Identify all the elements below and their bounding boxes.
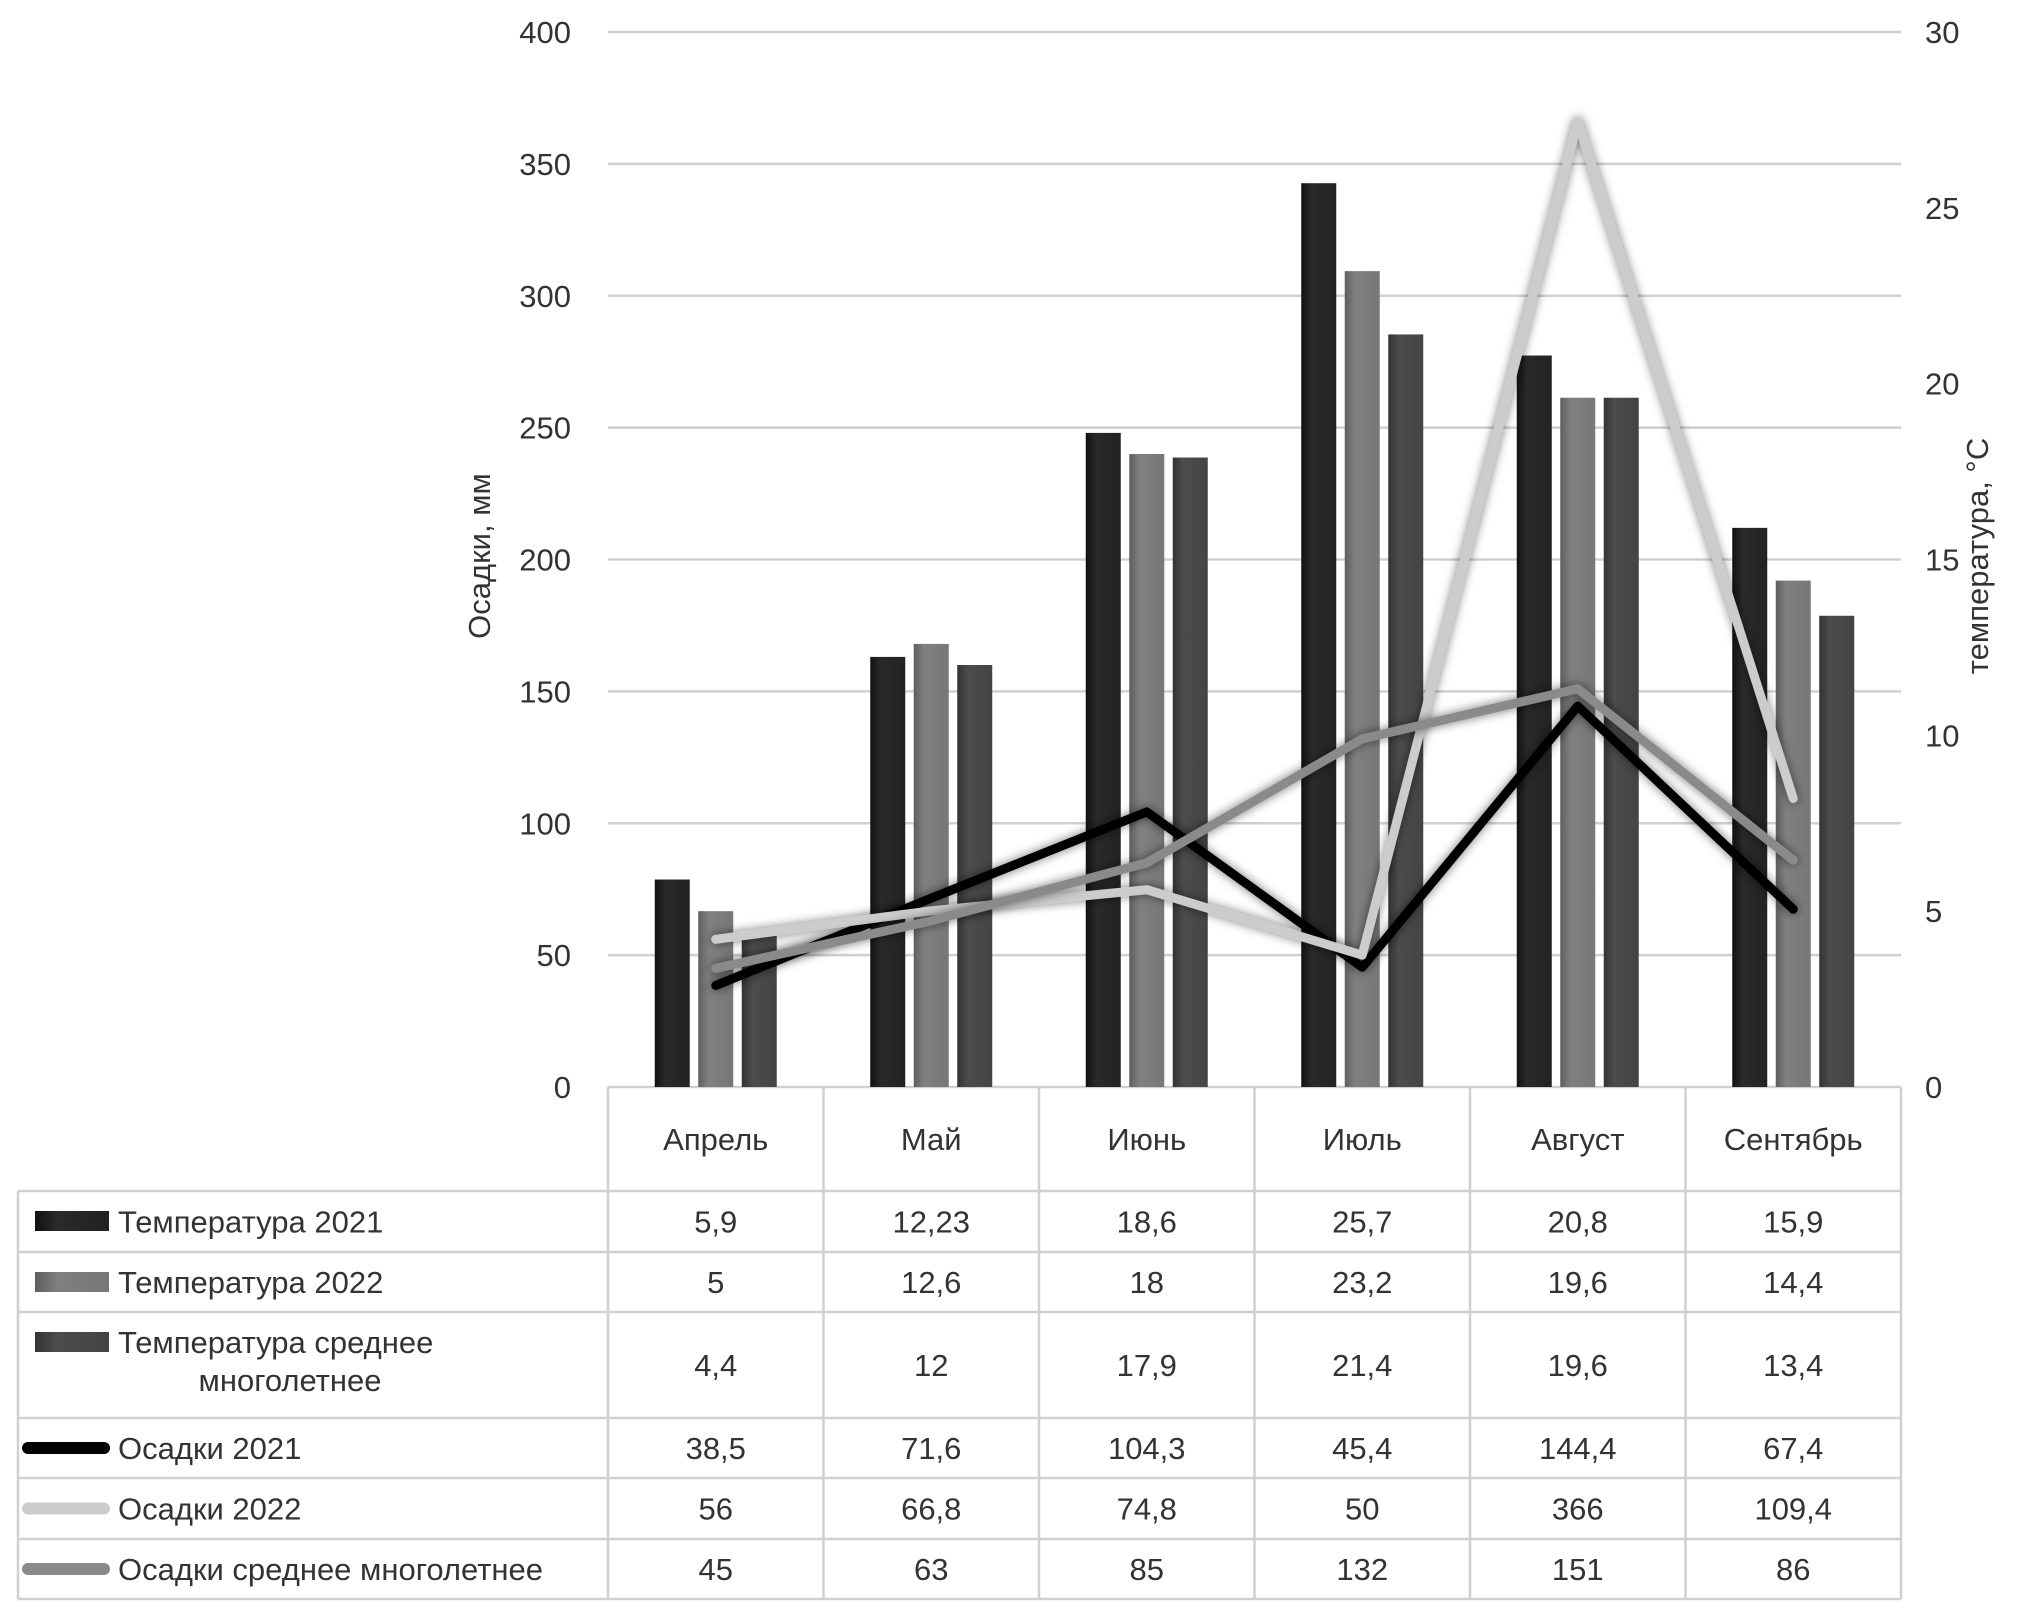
table-cell: 109,4 (1754, 1492, 1832, 1527)
left-tick-label: 0 (554, 1070, 571, 1105)
table-cell: 20,8 (1548, 1205, 1608, 1240)
left-tick-label: 100 (519, 806, 571, 841)
right-axis-title: температура, °C (1960, 438, 1995, 674)
bar-1-4 (1560, 397, 1596, 1087)
right-tick-label: 5 (1925, 894, 1942, 929)
table-cell: 38,5 (686, 1431, 746, 1466)
table-cell: 45,4 (1332, 1431, 1392, 1466)
table-cell: 45 (699, 1552, 733, 1587)
left-tick-label: 50 (537, 938, 571, 973)
table-cell: 17,9 (1117, 1348, 1177, 1383)
right-tick-label: 20 (1925, 367, 1959, 402)
table-cell: 74,8 (1117, 1492, 1177, 1527)
table-cell: 56 (699, 1492, 733, 1527)
table-cell: 12,23 (892, 1205, 970, 1240)
left-tick-label: 400 (519, 15, 571, 50)
category-label: Июнь (1107, 1122, 1186, 1157)
left-tick-label: 150 (519, 674, 571, 709)
bar-1-2 (1129, 454, 1165, 1087)
series-name: Температура среднее многолетнее (118, 1325, 433, 1398)
table-cell: 13,4 (1763, 1348, 1823, 1383)
series-name: Температура 2021 (118, 1205, 383, 1240)
category-label: Июль (1323, 1122, 1402, 1157)
right-tick-label: 30 (1925, 15, 1959, 50)
table-cell: 21,4 (1332, 1348, 1392, 1383)
left-axis-title: Осадки, мм (462, 473, 497, 639)
line-series-4 (711, 117, 1798, 960)
table-cell: 132 (1336, 1552, 1388, 1587)
axes: 0 50 100 150 200 250 300 350 400 0 5 10 15 20 25 30 Осад… (462, 15, 1995, 1105)
table-cell: 366 (1552, 1492, 1604, 1527)
left-tick-label: 350 (519, 147, 571, 182)
legend-key-bar (35, 1272, 109, 1292)
table-cell: 18,6 (1117, 1205, 1177, 1240)
legend-key-bar (35, 1332, 109, 1352)
table-cell: 144,4 (1539, 1431, 1617, 1466)
series-name: Осадки 2022 (118, 1492, 301, 1527)
category-label: Май (901, 1122, 962, 1157)
table-cell: 85 (1130, 1552, 1164, 1587)
right-tick-label: 25 (1925, 191, 1959, 226)
left-tick-label: 300 (519, 279, 571, 314)
series-name: Осадки среднее многолетнее (118, 1552, 543, 1587)
bars (654, 183, 1855, 1088)
table-cell: 12,6 (901, 1265, 961, 1300)
table-cell: 19,6 (1548, 1348, 1608, 1383)
table-cell: 4,4 (694, 1348, 737, 1383)
table-cell: 19,6 (1548, 1265, 1608, 1300)
table-cell: 18 (1130, 1265, 1164, 1300)
bar-2-2 (1172, 457, 1208, 1087)
table-cell: 151 (1552, 1552, 1604, 1587)
legend-key-bar (35, 1211, 109, 1231)
table-cell: 67,4 (1763, 1431, 1823, 1466)
table-cell: 14,4 (1763, 1265, 1823, 1300)
right-tick-label: 10 (1925, 718, 1959, 753)
bar-0-1 (870, 656, 906, 1087)
table-cell: 86 (1776, 1552, 1810, 1587)
left-tick-label: 200 (519, 543, 571, 578)
table-cell: 71,6 (901, 1431, 961, 1466)
category-label: Сентябрь (1724, 1122, 1863, 1157)
right-tick-label: 15 (1925, 543, 1959, 578)
category-label: Апрель (663, 1122, 768, 1157)
table-cell: 63 (914, 1552, 948, 1587)
table-cell: 66,8 (901, 1492, 961, 1527)
data-table: Апрель Май Июнь Июль Август Сентябрь Температу… (16, 1087, 1903, 1601)
bar-2-5 (1819, 615, 1855, 1087)
table-cell: 25,7 (1332, 1205, 1392, 1240)
table-cell: 23,2 (1332, 1265, 1392, 1300)
table-cell: 104,3 (1108, 1431, 1186, 1466)
right-tick-label: 0 (1925, 1070, 1942, 1105)
bar-1-1 (913, 643, 949, 1087)
bar-1-5 (1775, 580, 1811, 1087)
left-tick-label: 250 (519, 411, 571, 446)
table-cell: 50 (1345, 1492, 1379, 1527)
line-series-5 (711, 684, 1798, 973)
gridlines (608, 30, 1901, 1089)
table-cell: 12 (914, 1348, 948, 1383)
table-cell: 15,9 (1763, 1205, 1823, 1240)
series-name: Температура 2022 (118, 1265, 383, 1300)
series-name: Осадки 2021 (118, 1431, 301, 1466)
lines (711, 117, 1798, 990)
bar-2-3 (1388, 334, 1424, 1087)
category-label: Август (1531, 1122, 1624, 1157)
bar-0-0 (654, 879, 690, 1087)
bar-0-4 (1516, 355, 1552, 1087)
table-cell: 5 (707, 1265, 724, 1300)
bar-0-3 (1301, 183, 1337, 1087)
bar-0-2 (1085, 432, 1121, 1087)
table-cell: 5,9 (694, 1205, 737, 1240)
